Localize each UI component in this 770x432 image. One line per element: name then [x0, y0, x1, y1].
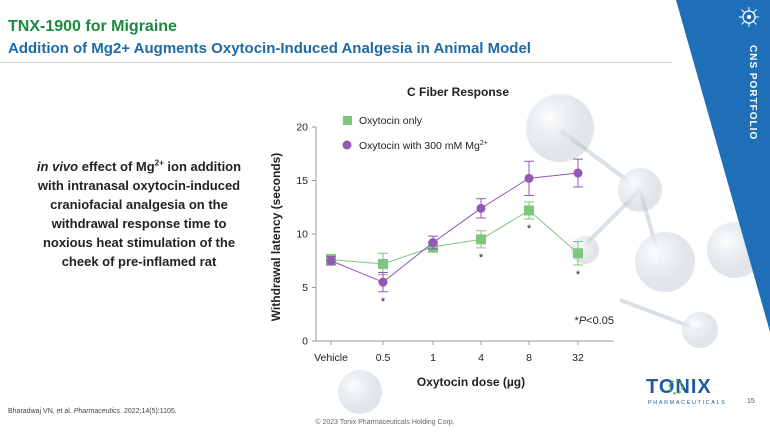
significance-star: * [576, 269, 581, 281]
citation: Bharadwaj VN, et al. Pharmaceutics. 2022… [8, 408, 177, 415]
legend-label-oxytocin-only: Oxytocin only [359, 115, 423, 127]
cns-portfolio-side-tab [676, 0, 770, 332]
significance-star: * [479, 252, 484, 264]
legend-label-oxytocin-mg: Oxytocin with 300 mM Mg2+ [359, 140, 488, 152]
chart-legend: Oxytocin only Oxytocin with 300 mM Mg2+ [342, 115, 488, 152]
series-oxytocin-only: * * * [326, 201, 583, 281]
citation-journal: Pharmaceutics [73, 408, 121, 415]
x-tick-label: 8 [526, 352, 532, 364]
slide-title: TNX-1900 for Migraine [8, 18, 177, 35]
description-italic-lead: in vivo [36, 159, 79, 174]
data-point-circle [378, 277, 388, 287]
citation-author: Bharadwaj VN, et al. [8, 408, 74, 415]
y-tick-label: 15 [296, 175, 308, 187]
data-point-circle [428, 238, 438, 248]
x-axis-label: Oxytocin dose (µg) [417, 375, 525, 389]
slide-subtitle: Addition of Mg2+ Augments Oxytocin-Induc… [8, 40, 531, 57]
brain-network-icon [739, 7, 759, 27]
data-point-circle [476, 203, 486, 213]
y-tick-label: 10 [296, 229, 308, 241]
significance-star: * [527, 223, 532, 235]
logo-tagline: PHARMACEUTICALS [648, 400, 727, 406]
x-tick-label: 4 [478, 352, 484, 364]
y-tick-label: 5 [302, 282, 308, 294]
data-point-square [573, 248, 583, 259]
x-tick-label: 1 [430, 352, 436, 364]
copyright-notice: © 2023 Tonix Pharmaceuticals Holding Cor… [315, 419, 455, 426]
tonix-logo: TONIX PHARMACEUTICALS [640, 376, 740, 410]
experiment-description: in vivo effect of Mg2+ ion addition with… [36, 157, 242, 271]
data-point-circle [524, 173, 534, 183]
data-point-square [476, 234, 486, 245]
series-oxytocin-mg: * [326, 158, 583, 308]
y-tick-label: 0 [302, 336, 308, 348]
page-number: 15 [747, 398, 755, 405]
description-part-1: effect of Mg [78, 159, 155, 174]
chart-axes [315, 127, 614, 342]
legend-marker-oxytocin-mg [342, 140, 352, 150]
data-point-square [524, 205, 534, 216]
x-tick-label: 32 [572, 352, 584, 364]
side-tab-label: CNS PORTFOLIO [747, 45, 758, 141]
legend-marker-oxytocin-only [343, 116, 352, 125]
x-axis-ticks: Vehicle 0.5 1 4 8 32 [314, 341, 584, 364]
chart-series: * * * * [326, 158, 583, 308]
description-part-2: ion addition with intranasal oxytocin-in… [37, 159, 242, 269]
description-superscript: 2+ [154, 158, 164, 168]
chart-title: C Fiber Response [407, 85, 509, 99]
title-divider [0, 62, 672, 63]
y-tick-label: 20 [296, 122, 308, 134]
data-point-circle [573, 168, 583, 178]
significance-note: *P<0.05 [575, 315, 614, 327]
y-axis-label: Withdrawal latency (seconds) [269, 153, 283, 322]
logo-wordmark: TONIX [646, 376, 712, 398]
data-point-square [378, 258, 388, 269]
x-tick-label: 0.5 [376, 352, 391, 364]
x-tick-label: Vehicle [314, 352, 348, 364]
series-line [330, 172, 579, 283]
data-point-circle [326, 256, 336, 266]
significance-star: * [381, 296, 386, 308]
citation-details: . 2022;14(5):1105. [120, 408, 177, 415]
series-line [330, 209, 579, 265]
y-axis-ticks: 0 5 10 15 20 [296, 122, 316, 348]
c-fiber-response-chart: C Fiber Response 0 5 10 15 20 Vehicle 0.5 1 4 8 3… [269, 85, 614, 389]
